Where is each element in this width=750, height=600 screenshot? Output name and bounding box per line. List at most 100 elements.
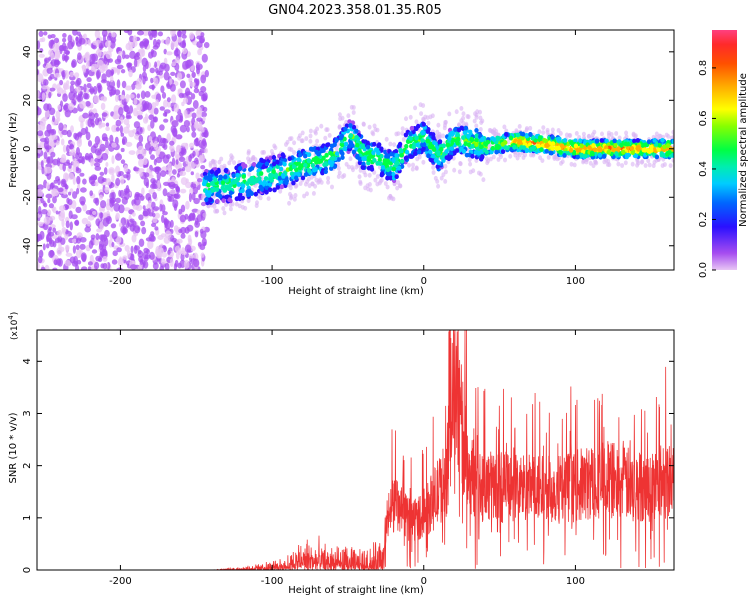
- spectrogram-cell: [111, 142, 117, 148]
- spectrogram-cell: [116, 64, 124, 70]
- spectrogram-cell: [40, 137, 47, 143]
- spectrogram-cell: [75, 237, 82, 244]
- spectrogram-cell: [377, 164, 382, 170]
- spectrogram-cell: [142, 30, 150, 36]
- spectrogram-cell: [79, 243, 86, 250]
- spectrogram-cell: [66, 159, 70, 164]
- spectrogram-cell: [57, 229, 63, 237]
- spectrogram-cell: [149, 67, 155, 74]
- spectrogram-cell: [404, 149, 410, 155]
- spectrogram-cell: [89, 190, 93, 197]
- spectrogram-cell: [163, 57, 168, 65]
- spectrogram-cell: [503, 140, 508, 146]
- spectrogram-cell: [408, 136, 413, 142]
- spectrogram-cell: [41, 92, 46, 100]
- spectrogram-cell: [201, 132, 207, 138]
- spectrogram-cell: [125, 85, 133, 91]
- spectrogram-cell: [137, 114, 143, 120]
- spectrogram-cell: [499, 154, 503, 160]
- spectrogram-cell: [195, 137, 199, 147]
- spectrogram-cell: [461, 120, 466, 126]
- figure-title: GN04.2023.358.01.35.R05: [268, 3, 442, 18]
- spectrogram-cell: [153, 107, 159, 115]
- spectrogram-cell: [105, 178, 112, 186]
- spectrogram-cell: [442, 125, 447, 131]
- spectrogram-cell: [203, 42, 210, 49]
- spectrogram-cell: [654, 131, 659, 137]
- spectrogram-cell: [198, 121, 202, 130]
- spectrogram-cell: [174, 150, 178, 159]
- spectrogram-cell: [635, 158, 640, 164]
- spectrogram-cell: [606, 149, 611, 155]
- spectrogram-cell: [179, 112, 183, 121]
- spectrogram-cell: [91, 249, 98, 254]
- spectrogram-cell: [52, 206, 57, 214]
- spectrogram-cell: [431, 170, 436, 175]
- spectrogram-cell: [378, 161, 383, 167]
- spectrogram-cell: [291, 164, 297, 170]
- spectrogram-cell: [474, 133, 479, 139]
- spectrogram-cell: [223, 174, 228, 180]
- spectrogram-cell: [124, 244, 130, 252]
- spectrogram-cell: [84, 226, 91, 233]
- spectrogram-cell: [201, 53, 208, 63]
- spectrogram-cell: [336, 174, 341, 180]
- spectrogram-cell: [163, 118, 169, 123]
- spectrogram-cell: [45, 182, 50, 190]
- spectrogram-cell: [69, 221, 74, 231]
- spectrogram-cell: [339, 142, 344, 148]
- spectrogram-cell: [439, 175, 444, 181]
- spectrogram-cell: [313, 129, 318, 135]
- spectrogram-cell: [185, 91, 193, 96]
- spectrogram-cell: [158, 151, 166, 160]
- spectrogram-cell: [165, 230, 172, 239]
- spectrogram-cell: [461, 111, 466, 117]
- snr-x-ticks: -200 -100 0 100: [109, 330, 585, 587]
- spectrogram-cell: [186, 224, 194, 232]
- spectrogram-cell: [169, 140, 175, 146]
- spectrogram-cell: [109, 40, 116, 49]
- spectrogram-cell: [575, 148, 581, 153]
- spectrogram-cell: [178, 156, 186, 162]
- spectrogram-cell: [43, 151, 48, 160]
- spectrogram-cell: [529, 152, 533, 158]
- spectrogram-cell: [384, 136, 389, 142]
- spectrogram-cell: [47, 231, 55, 237]
- spectrogram-cell: [44, 109, 50, 118]
- spectrogram-cell: [171, 157, 176, 167]
- spectrogram-cell: [43, 140, 49, 150]
- spectrogram-cell: [49, 250, 55, 258]
- spectrogram-cell: [524, 126, 529, 131]
- spectrogram-cell: [400, 130, 405, 136]
- spectrogram-cell: [141, 57, 148, 67]
- spectrogram-cell: [340, 174, 345, 180]
- spectrogram-cell: [174, 57, 180, 65]
- snr-frame: [36, 329, 675, 571]
- spectrogram-cell: [67, 40, 74, 50]
- spectrogram-cell: [65, 252, 73, 257]
- spectrogram-cell: [199, 244, 206, 251]
- spectrogram-cell: [204, 69, 209, 78]
- spectrogram-cell: [121, 196, 128, 205]
- spectrogram-cell: [50, 128, 57, 136]
- spectrogram-cell: [87, 215, 95, 221]
- spectrogram-cell: [537, 129, 542, 135]
- spectrogram-cell: [558, 131, 563, 136]
- spectrogram-cell: [296, 136, 301, 141]
- colorbar-tick-label: 0.6: [698, 110, 709, 126]
- spectrogram-cell: [173, 263, 177, 270]
- spectrogram-cell: [278, 188, 283, 194]
- spectrogram-cell: [168, 181, 176, 190]
- spectrogram-cell: [540, 143, 545, 149]
- spectrogram-cell: [447, 111, 452, 117]
- spectrogram-cell: [181, 247, 186, 256]
- spectrogram-cell: [94, 135, 101, 145]
- spectrogram-cell: [126, 110, 131, 115]
- spectrogram-cell: [169, 189, 177, 195]
- spectrogram-cell: [169, 258, 174, 268]
- spectrogram-cell: [38, 249, 44, 258]
- spectrogram-cell: [571, 150, 577, 156]
- spectrogram-cell: [176, 173, 180, 178]
- spectrogram-cell: [111, 124, 117, 133]
- spectrogram-cell: [43, 79, 49, 86]
